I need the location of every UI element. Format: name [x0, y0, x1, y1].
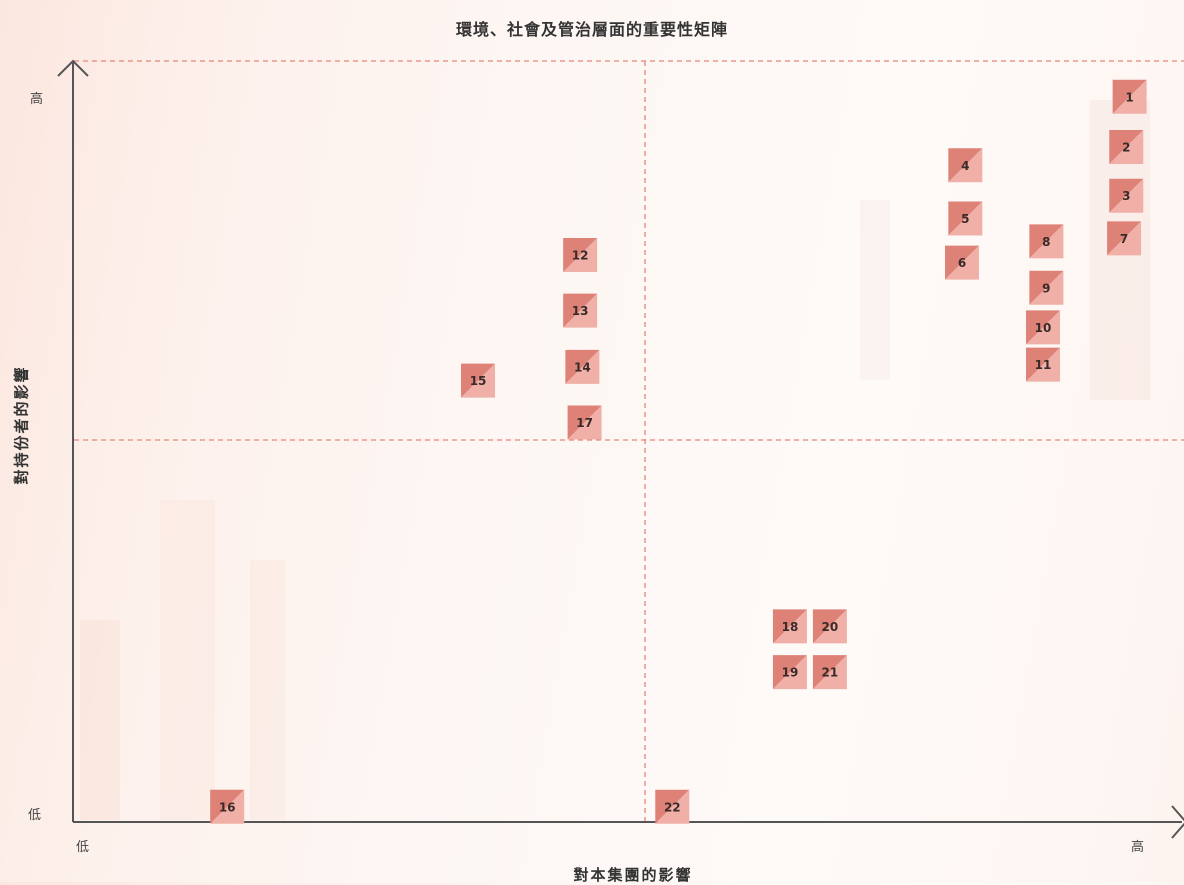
marker-3-light-half: [1109, 178, 1144, 213]
marker-15: 15: [461, 363, 496, 398]
marker-label: 4: [961, 159, 969, 173]
marker-7-light-half: [1107, 221, 1142, 256]
marker-20-light-half: [812, 609, 847, 644]
marker-11: 11: [1026, 347, 1061, 382]
marker-1: 1: [1112, 79, 1147, 114]
marker-21-light-half: [812, 655, 847, 690]
marker-4-light-half: [948, 148, 983, 183]
marker-label: 12: [572, 249, 589, 263]
marker-7: 7: [1107, 221, 1142, 256]
marker-19-light-half: [772, 655, 807, 690]
marker-5: 5: [948, 201, 983, 236]
marker-label: 15: [470, 374, 487, 388]
marker-6-light-half: [945, 245, 979, 280]
x-tick-low: 低: [76, 840, 90, 855]
marker-13: 13: [563, 293, 598, 328]
marker-13-light-half: [563, 293, 598, 328]
marker-19: 19: [772, 655, 807, 690]
marker-6-dark-half: [945, 245, 979, 280]
marker-label: 20: [822, 620, 839, 634]
marker-label: 16: [219, 800, 236, 814]
marker-8-light-half: [1029, 224, 1064, 259]
y-tick-low: 低: [28, 808, 42, 823]
marker-label: 10: [1035, 321, 1052, 335]
marker-20: 20: [812, 609, 847, 644]
marker-2-light-half: [1109, 129, 1144, 164]
marker-4: 4: [948, 148, 983, 183]
marker-21: 21: [812, 655, 847, 690]
marker-5-light-half: [948, 201, 983, 236]
marker-18: 18: [772, 609, 807, 644]
marker-label: 1: [1125, 90, 1133, 104]
marker-17-light-half: [567, 405, 602, 440]
marker-8: 8: [1029, 224, 1064, 259]
y-tick-high: 高: [30, 92, 44, 107]
x-axis-title: 對本集團的影響: [573, 866, 693, 884]
marker-label: 2: [1122, 140, 1130, 154]
marker-1-light-half: [1112, 79, 1147, 114]
marker-22-light-half: [655, 789, 690, 824]
marker-10: 10: [1026, 310, 1061, 345]
marker-label: 11: [1035, 358, 1052, 372]
marker-label: 17: [576, 416, 593, 430]
marker-label: 6: [958, 256, 966, 270]
marker-12-light-half: [563, 238, 598, 273]
marker-10-light-half: [1026, 310, 1061, 345]
marker-6: 6: [945, 245, 979, 280]
marker-label: 18: [782, 620, 799, 634]
marker-16: 16: [210, 789, 245, 824]
marker-15-light-half: [461, 363, 496, 398]
x-tick-high: 高: [1131, 840, 1145, 855]
marker-label: 14: [574, 360, 591, 374]
marker-label: 7: [1120, 232, 1128, 246]
marker-18-light-half: [772, 609, 807, 644]
marker-label: 13: [572, 304, 589, 318]
marker-label: 3: [1122, 189, 1130, 203]
marker-label: 22: [664, 800, 681, 814]
marker-2: 2: [1109, 129, 1144, 164]
marker-14: 14: [565, 349, 600, 384]
marker-3: 3: [1109, 178, 1144, 213]
marker-label: 21: [822, 666, 839, 680]
marker-label: 9: [1042, 281, 1050, 295]
marker-label: 5: [961, 212, 969, 226]
marker-16-light-half: [210, 789, 245, 824]
marker-label: 19: [782, 666, 799, 680]
marker-17: 17: [567, 405, 602, 440]
marker-22: 22: [655, 789, 690, 824]
x-axis-arrow: [1171, 805, 1184, 839]
marker-9-light-half: [1029, 270, 1064, 305]
marker-12: 12: [563, 238, 598, 273]
marker-label: 8: [1042, 235, 1050, 249]
marker-14-light-half: [565, 349, 600, 384]
marker-11-light-half: [1026, 347, 1061, 382]
chart-title: 環境、社會及管治層面的重要性矩陣: [455, 20, 728, 39]
marker-9: 9: [1029, 270, 1064, 305]
y-axis-arrow: [57, 59, 89, 77]
